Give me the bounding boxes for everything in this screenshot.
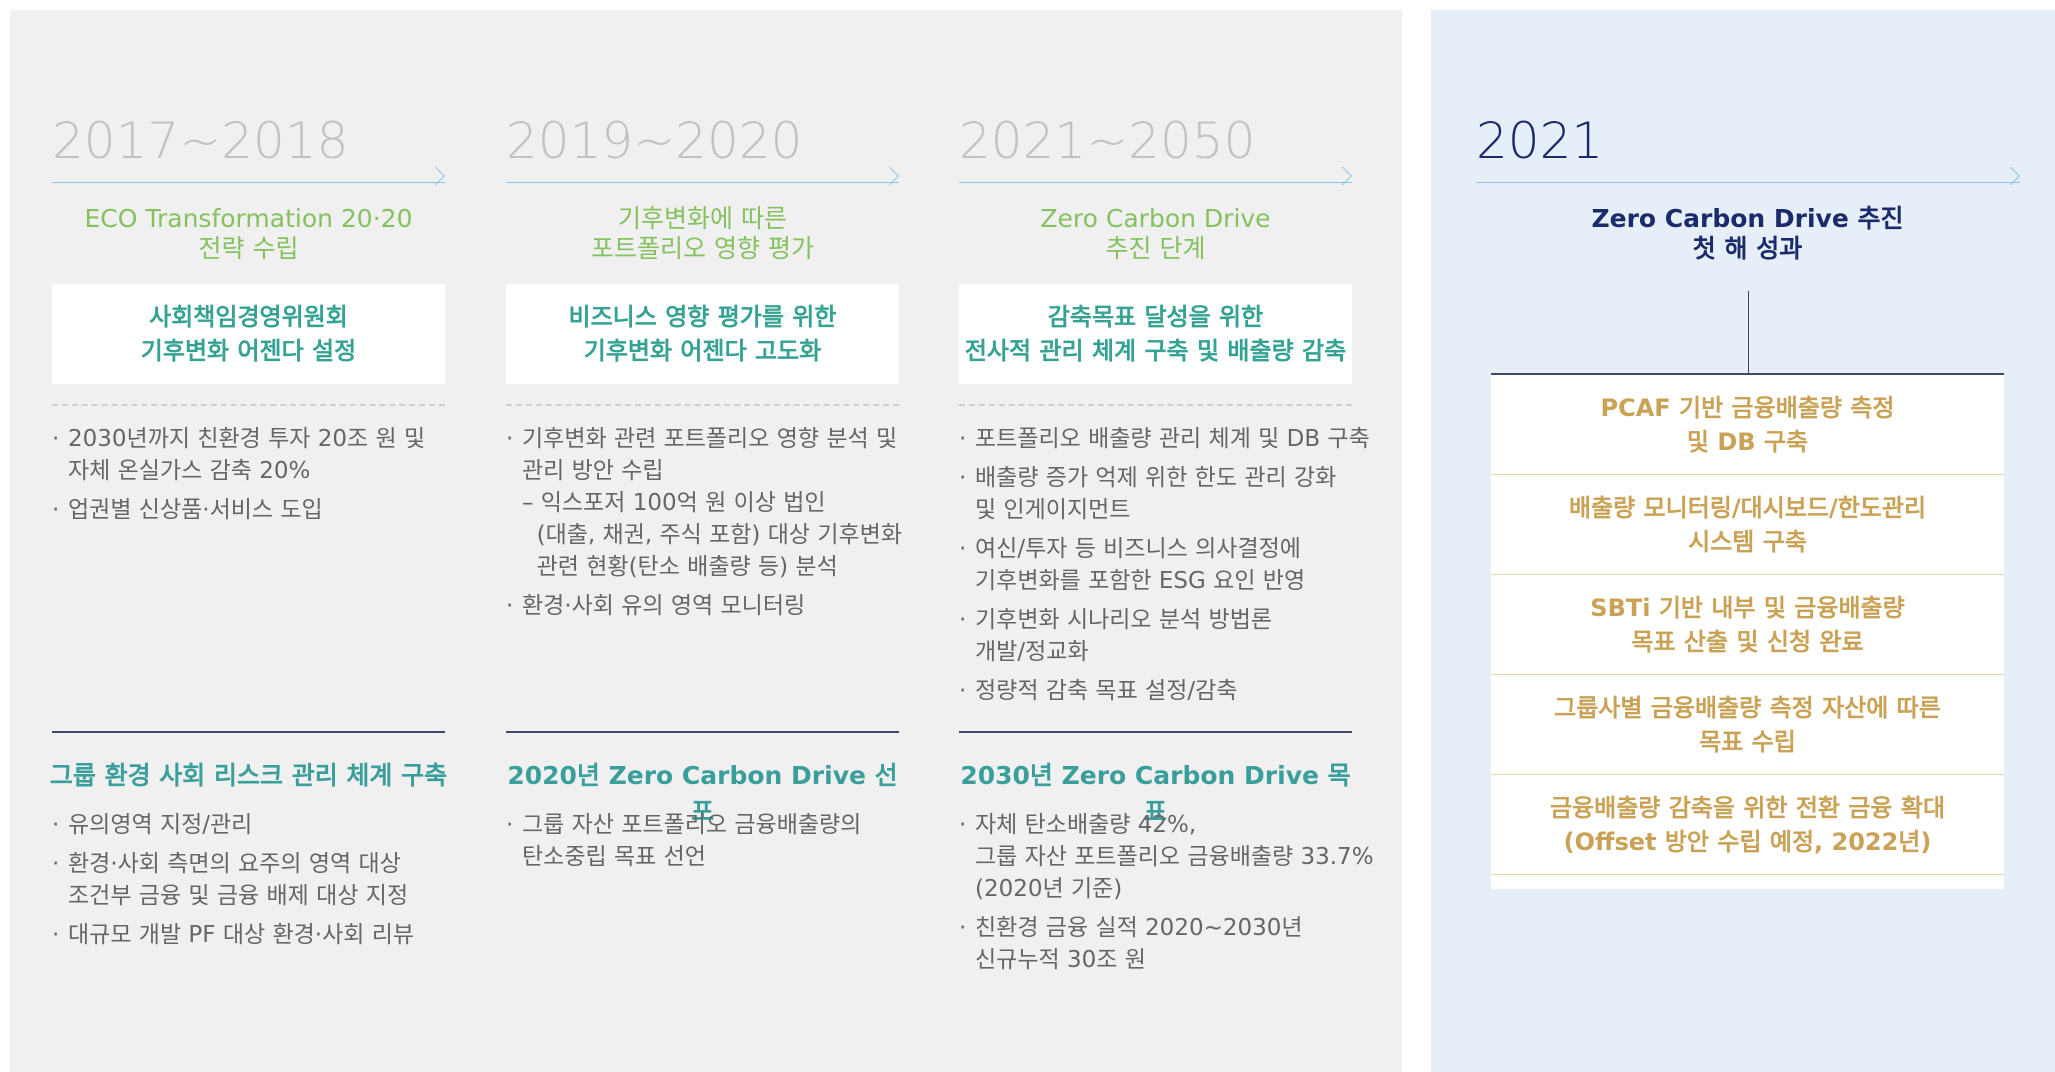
connector — [1748, 291, 1749, 373]
bullet: 환경·사회 측면의 요주의 영역 대상 조건부 금융 및 금융 배제 대상 지정 — [52, 848, 465, 912]
year: 2021 — [1476, 112, 1604, 170]
year: 2017~2018 — [52, 112, 349, 170]
phase-title: 기후변화에 따른 포트폴리오 영향 평가 — [591, 204, 814, 263]
bullet: 포트폴리오 배출량 관리 체계 및 DB 구축 — [959, 423, 1372, 455]
agenda-box: 비즈니스 영향 평가를 위한 기후변화 어젠다 고도화 — [506, 284, 899, 384]
agenda-box: 감축목표 달성을 위한 전사적 관리 체계 구축 및 배출량 감축 — [959, 284, 1352, 384]
arrow — [959, 182, 1352, 183]
year: 2019~2020 — [506, 112, 803, 170]
bullet-list: 유의영역 지정/관리환경·사회 측면의 요주의 영역 대상 조건부 금융 및 금… — [52, 809, 465, 958]
section-line — [52, 731, 445, 733]
divider — [52, 404, 445, 406]
bullet: 친환경 금융 실적 2020~2030년 신규누적 30조 원 — [959, 912, 1372, 976]
result-item: 금융배출량 감축을 위한 전환 금융 확대 (Offset 방안 수립 예정, … — [1491, 775, 2004, 875]
section-line — [506, 731, 899, 733]
section-line — [959, 731, 1352, 733]
divider — [959, 404, 1352, 406]
divider — [506, 404, 899, 406]
result-item: 그룹사별 금융배출량 측정 자산에 따른 목표 수립 — [1491, 675, 2004, 775]
bullet: 자체 탄소배출량 42%, 그룹 자산 포트폴리오 금융배출량 33.7% (2… — [959, 809, 1374, 905]
bullet: 정량적 감축 목표 설정/감축 — [959, 675, 1372, 707]
section-title: 2030년 Zero Carbon Drive 목표 — [960, 761, 1351, 826]
bullet-list: 자체 탄소배출량 42%, 그룹 자산 포트폴리오 금융배출량 33.7% (2… — [959, 809, 1374, 983]
bullet: 대규모 개발 PF 대상 환경·사회 리뷰 — [52, 919, 465, 951]
arrow — [1476, 182, 2020, 183]
section-title: 그룹 환경 사회 리스크 관리 체계 구축 — [49, 761, 448, 790]
result-item: SBTi 기반 내부 및 금융배출량 목표 산출 및 신청 완료 — [1491, 575, 2004, 675]
bullet-list: 2030년까지 친환경 투자 20조 원 및 자체 온실가스 감축 20% 업권별… — [52, 423, 465, 533]
bullet: 2030년까지 친환경 투자 20조 원 및 자체 온실가스 감축 20% — [52, 423, 465, 487]
result-item: 배출량 모니터링/대시보드/한도관리 시스템 구축 — [1491, 475, 2004, 575]
bullet: 유의영역 지정/관리 — [52, 809, 465, 841]
phase-title: ECO Transformation 20·20 전략 수립 — [84, 204, 413, 263]
section-title: 2020년 Zero Carbon Drive 선포 — [507, 761, 898, 826]
bullet: 배출량 증가 억제 위한 한도 관리 강화 및 인게이지먼트 — [959, 462, 1372, 526]
arrow — [506, 182, 899, 183]
bullet: 기후변화 시나리오 분석 방법론 개발/정교화 — [959, 604, 1372, 668]
bullet: 그룹 자산 포트폴리오 금융배출량의 탄소중립 목표 선언 — [506, 809, 919, 873]
result-list: PCAF 기반 금융배출량 측정 및 DB 구축 배출량 모니터링/대시보드/한도… — [1491, 373, 2004, 889]
bullet: 업권별 신상품·서비스 도입 — [52, 494, 465, 526]
arrow — [52, 182, 445, 183]
bullet-list: 기후변화 관련 포트폴리오 영향 분석 및 관리 방안 수립 – 익스포저 10… — [506, 423, 919, 629]
phase-title: Zero Carbon Drive 추진 단계 — [1040, 204, 1271, 263]
result-title: Zero Carbon Drive 추진 첫 해 성과 — [1591, 204, 1904, 263]
year: 2021~2050 — [959, 112, 1256, 170]
bullet: 기후변화 관련 포트폴리오 영향 분석 및 관리 방안 수립 – 익스포저 10… — [506, 423, 919, 583]
bullet: 환경·사회 유의 영역 모니터링 — [506, 590, 919, 622]
bullet-list: 그룹 자산 포트폴리오 금융배출량의 탄소중립 목표 선언 — [506, 809, 919, 880]
result-item: PCAF 기반 금융배출량 측정 및 DB 구축 — [1491, 375, 2004, 475]
agenda-box: 사회책임경영위원회 기후변화 어젠다 설정 — [52, 284, 445, 384]
bullet: 여신/투자 등 비즈니스 의사결정에 기후변화를 포함한 ESG 요인 반영 — [959, 533, 1372, 597]
